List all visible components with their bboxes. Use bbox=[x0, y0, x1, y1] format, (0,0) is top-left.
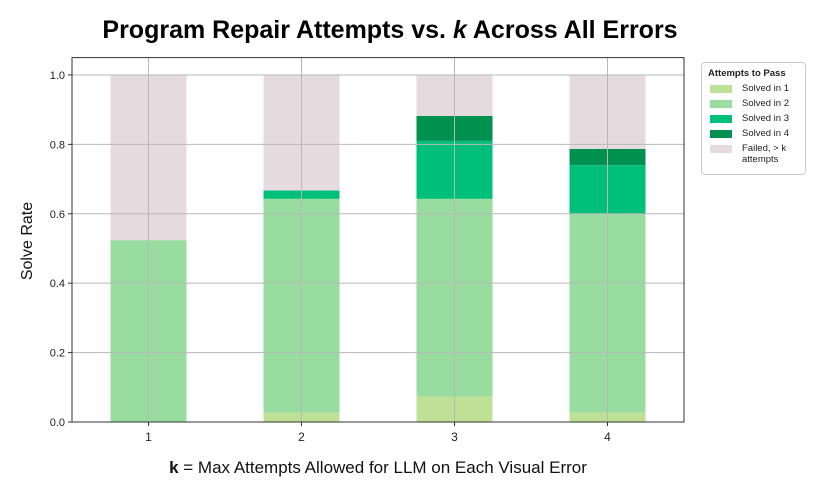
legend-label: Solved in 1 bbox=[742, 83, 790, 94]
x-axis-label: k = Max Attempts Allowed for LLM on Each… bbox=[169, 458, 587, 477]
legend-swatch bbox=[710, 130, 732, 138]
legend-swatch bbox=[710, 145, 732, 153]
legend-item: Solved in 4 bbox=[708, 128, 799, 139]
legend-swatch bbox=[710, 85, 732, 93]
x-tick-label: 2 bbox=[298, 430, 305, 444]
x-tick-label: 4 bbox=[604, 430, 611, 444]
x-tick-label: 1 bbox=[145, 430, 152, 444]
y-axis-label: Solve Rate bbox=[19, 201, 36, 281]
y-tick-label: 0.2 bbox=[50, 348, 65, 360]
y-tick-label: 0.8 bbox=[50, 139, 65, 151]
plot-frame bbox=[71, 57, 685, 423]
legend-label: Solved in 4 bbox=[742, 128, 790, 139]
y-tick-label: 0.0 bbox=[50, 417, 65, 429]
chart-title: Program Repair Attempts vs. k Across All… bbox=[102, 16, 678, 44]
y-tick-label: 1.0 bbox=[50, 70, 65, 82]
legend-item: Solved in 3 bbox=[708, 113, 799, 124]
legend-swatch bbox=[710, 100, 732, 108]
legend-item: Failed, > k attempts bbox=[708, 143, 799, 165]
x-tick-label: 3 bbox=[451, 430, 458, 444]
legend: Attempts to Pass Solved in 1 Solved in 2 S… bbox=[701, 62, 806, 175]
legend-label: Failed, > k attempts bbox=[742, 143, 787, 165]
legend-label: Solved in 3 bbox=[742, 113, 790, 124]
legend-label: Solved in 2 bbox=[742, 98, 790, 109]
legend-item: Solved in 2 bbox=[708, 98, 799, 109]
legend-title: Attempts to Pass bbox=[708, 68, 786, 79]
y-tick-label: 0.4 bbox=[50, 278, 65, 290]
y-tick-label: 0.6 bbox=[50, 209, 65, 221]
legend-swatch bbox=[710, 115, 732, 123]
legend-item: Solved in 1 bbox=[708, 83, 799, 94]
